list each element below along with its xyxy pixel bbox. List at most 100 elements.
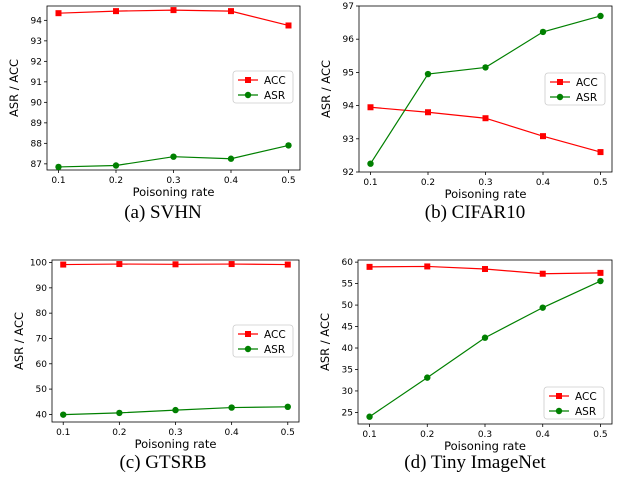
x-tick-label: 0.3: [166, 176, 180, 186]
legend-label-asr: ASR: [575, 406, 596, 418]
x-tick-label: 0.4: [536, 178, 551, 188]
panel-caption: (c) GTSRB: [119, 452, 206, 473]
data-point-asr: [424, 374, 431, 381]
y-tick-label: 88: [31, 139, 43, 149]
data-point-acc: [425, 109, 431, 116]
data-point-acc: [367, 104, 374, 111]
y-tick-label: 96: [343, 35, 355, 45]
y-tick-label: 100: [30, 259, 47, 269]
data-point-acc: [482, 115, 489, 122]
data-point-acc: [172, 261, 179, 268]
y-tick-label: 50: [36, 385, 48, 395]
x-tick-label: 0.2: [421, 178, 435, 188]
legend-label-asr: ASR: [264, 90, 285, 102]
y-tick-label: 35: [342, 365, 353, 375]
data-point-acc: [597, 149, 604, 156]
legend-label-acc: ACC: [576, 77, 598, 89]
x-tick-label: 0.1: [51, 176, 65, 186]
data-point-acc: [285, 22, 292, 29]
y-tick-label: 92: [31, 57, 42, 67]
y-tick-label: 60: [342, 258, 354, 268]
data-point-asr: [424, 70, 432, 78]
legend: ACC ASR: [232, 70, 294, 104]
series-line-acc: [370, 106, 601, 153]
data-point-acc: [228, 261, 235, 268]
y-tick-label: 94: [343, 102, 355, 112]
data-point-asr: [482, 64, 489, 71]
y-tick-label: 91: [31, 78, 42, 88]
x-axis-label: Poisoning rate: [133, 185, 215, 199]
y-tick-label: 30: [342, 387, 354, 397]
y-tick-label: 92: [343, 168, 354, 178]
y-tick-label: 90: [36, 284, 48, 294]
x-axis-label: Poisoning rate: [445, 187, 527, 201]
x-tick-label: 0.5: [593, 430, 607, 440]
y-tick-label: 40: [342, 344, 354, 354]
x-tick-label: 0.4: [224, 428, 239, 438]
data-point-asr: [284, 403, 291, 411]
legend-marker-asr: [244, 91, 252, 99]
data-point-acc: [55, 10, 62, 17]
data-point-acc: [424, 263, 431, 270]
data-point-asr: [116, 409, 123, 417]
y-tick-label: 60: [36, 360, 48, 370]
y-tick-label: 94: [31, 16, 43, 26]
y-axis-label: ASR / ACC: [12, 312, 26, 370]
x-tick-label: 0.4: [224, 176, 239, 186]
legend-label-asr: ASR: [576, 92, 597, 104]
data-point-asr: [285, 142, 292, 149]
y-tick-label: 93: [343, 135, 354, 145]
data-point-asr: [597, 277, 604, 285]
chart-panel-4: 25 30 35 40 45 50 55 60 0.1 0.2 0.3 0.4 0.5 Poisoning…: [318, 258, 613, 473]
legend-marker-asr: [555, 407, 563, 415]
y-tick-label: 89: [31, 119, 43, 129]
x-tick-label: 0.3: [478, 430, 492, 440]
panel-caption: (b) CIFAR10: [425, 202, 525, 223]
x-tick-label: 0.1: [363, 178, 377, 188]
data-point-asr: [55, 163, 62, 171]
data-point-asr: [366, 413, 373, 420]
data-point-asr: [112, 162, 120, 169]
x-tick-label: 0.4: [536, 430, 551, 440]
x-tick-label: 0.3: [168, 428, 182, 438]
data-point-asr: [228, 404, 235, 411]
legend-label-acc: ACC: [575, 391, 597, 403]
data-point-acc: [113, 8, 119, 15]
data-point-acc: [60, 261, 67, 268]
x-tick-label: 0.2: [109, 176, 123, 186]
data-point-asr: [367, 160, 374, 167]
y-tick-label: 40: [36, 410, 48, 420]
data-point-asr: [539, 304, 546, 311]
data-point-asr: [597, 12, 604, 20]
data-point-asr: [170, 153, 177, 160]
legend: ACC ASR: [543, 386, 605, 420]
x-tick-label: 0.2: [112, 428, 126, 438]
data-point-acc: [539, 270, 546, 277]
chart-panel-3: 40 50 60 70 80 90 100 0.1 0.2 0.3 0.4 0.5 Poisoning …: [12, 259, 300, 473]
legend-marker-acc: [557, 79, 563, 85]
data-point-acc: [366, 263, 373, 270]
data-point-acc: [228, 8, 234, 15]
x-axis-label: Poisoning rate: [444, 439, 526, 453]
y-tick-label: 87: [31, 160, 42, 170]
y-tick-label: 55: [342, 280, 353, 290]
y-tick-label: 45: [342, 323, 353, 333]
x-tick-label: 0.2: [420, 430, 434, 440]
legend: ACC ASR: [232, 324, 294, 358]
x-tick-label: 0.1: [362, 430, 376, 440]
y-axis-label: ASR / ACC: [7, 59, 21, 117]
legend: ACC ASR: [544, 72, 606, 106]
data-point-asr: [539, 28, 547, 36]
legend-label-asr: ASR: [264, 344, 285, 356]
legend-marker-acc: [245, 77, 251, 83]
x-tick-label: 0.3: [478, 178, 492, 188]
y-tick-label: 50: [342, 301, 354, 311]
legend-marker-acc: [556, 393, 562, 399]
chart-panel-2: 92 93 94 95 96 97 0.1 0.2 0.3 0.4 0.5 Poisoning rat…: [319, 2, 613, 223]
data-point-asr: [481, 334, 489, 341]
y-tick-label: 97: [343, 2, 354, 12]
y-axis-label: ASR / ACC: [319, 60, 333, 118]
y-tick-label: 70: [36, 334, 48, 344]
data-point-acc: [540, 133, 546, 140]
